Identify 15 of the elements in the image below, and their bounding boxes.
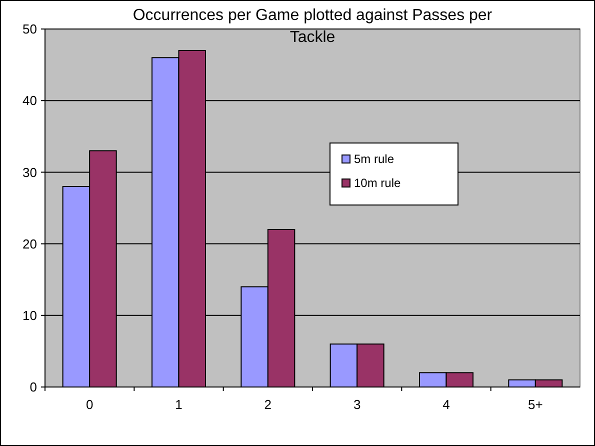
x-tick-label: 4 xyxy=(442,397,450,412)
legend-label: 5m rule xyxy=(354,152,394,166)
y-tick-label: 20 xyxy=(22,236,37,252)
x-tick-label: 5+ xyxy=(528,397,543,412)
y-tick-label: 30 xyxy=(22,164,37,180)
y-tick-label: 50 xyxy=(22,22,37,37)
x-tick-label: 2 xyxy=(264,397,272,412)
x-tick-label: 3 xyxy=(353,397,361,412)
y-tick-label: 40 xyxy=(22,93,37,108)
chart-title: Occurrences per Game plotted against Passes per Tackle xyxy=(132,7,493,46)
x-tick-label: 0 xyxy=(86,397,94,412)
x-tick-label: 1 xyxy=(175,397,182,412)
y-tick-label: 10 xyxy=(22,308,37,323)
y-tick-label: 0 xyxy=(30,380,37,395)
legend-label: 10m rule xyxy=(354,176,402,190)
